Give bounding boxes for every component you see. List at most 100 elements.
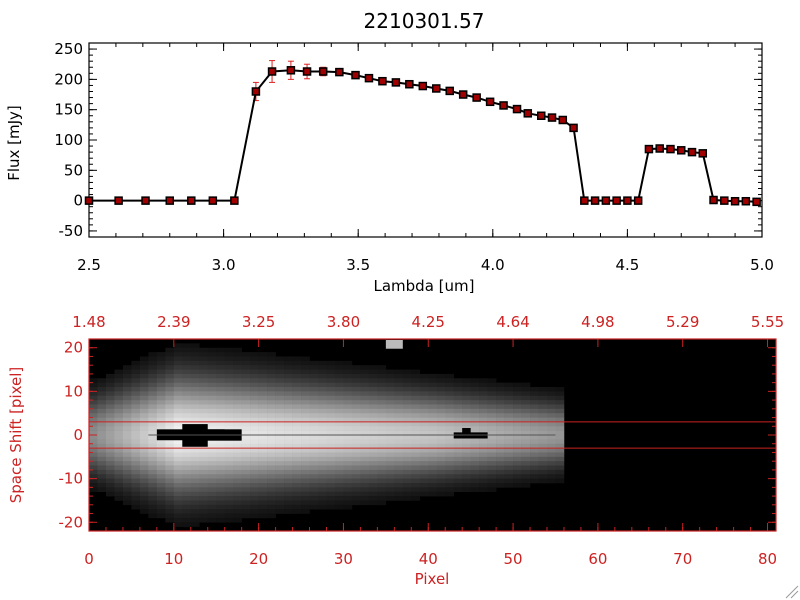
- image-pixel: [385, 478, 395, 484]
- image-pixel: [258, 483, 268, 488]
- image-pixel: [547, 417, 556, 423]
- image-pixel: [394, 391, 404, 397]
- image-pixel: [216, 378, 225, 383]
- image-pixel: [385, 461, 395, 466]
- image-pixel: [411, 378, 421, 383]
- image-pixel: [139, 395, 149, 401]
- image-pixel: [267, 465, 276, 471]
- image-pixel: [538, 456, 548, 462]
- image-pixel: [318, 491, 327, 497]
- image-pixel: [479, 382, 488, 388]
- image-pixel: [207, 478, 217, 484]
- image-pixel: [513, 448, 522, 453]
- image-pixel: [496, 439, 505, 445]
- image-pixel: [470, 456, 480, 462]
- wavelength-tick-label: 2.39: [157, 313, 190, 331]
- chart-title: 2210301.57: [364, 9, 485, 33]
- image-pixel: [122, 421, 132, 427]
- image-pixel: [394, 487, 404, 493]
- image-pixel: [445, 387, 454, 392]
- image-pixel: [216, 443, 225, 449]
- image-pixel: [224, 373, 234, 379]
- image-pixel: [521, 395, 531, 401]
- image-pixel: [428, 395, 438, 401]
- image-pixel: [513, 443, 522, 449]
- image-pixel: [216, 391, 225, 397]
- image-pixel: [139, 400, 149, 405]
- image-pixel: [216, 461, 225, 466]
- image-pixel: [224, 369, 234, 375]
- image-pixel: [122, 387, 132, 392]
- image-pixel: [309, 387, 319, 392]
- image-pixel: [275, 413, 285, 418]
- pixel-tick-label: 0: [84, 550, 94, 568]
- image-pixel: [496, 417, 505, 423]
- image-pixel: [267, 356, 276, 362]
- image-pixel: [173, 461, 183, 466]
- image-pixel: [156, 448, 166, 453]
- image-pixel: [148, 360, 158, 366]
- image-pixel: [547, 408, 556, 414]
- image-pixel: [258, 491, 268, 497]
- image-pixel: [428, 439, 438, 445]
- image-pixel: [224, 400, 234, 405]
- image-pixel: [538, 400, 548, 405]
- image-pixel: [182, 382, 192, 388]
- resize-grip-icon[interactable]: [785, 585, 799, 599]
- image-pixel: [445, 408, 454, 414]
- data-point: [741, 196, 751, 206]
- image-pixel: [538, 435, 548, 440]
- image-pixel: [470, 404, 480, 410]
- image-pixel: [351, 387, 361, 392]
- image-pixel: [462, 421, 471, 427]
- image-pixel: [428, 443, 438, 449]
- image-pixel: [547, 413, 556, 418]
- image-pixel: [173, 369, 183, 375]
- image-pixel: [530, 448, 539, 453]
- image-pixel: [267, 365, 276, 370]
- image-pixel: [284, 487, 293, 493]
- image-pixel: [351, 395, 361, 401]
- image-pixel: [190, 513, 200, 519]
- image-pixel: [122, 382, 132, 388]
- image-pixel: [182, 496, 192, 501]
- image-pixel: [360, 465, 370, 471]
- image-pixel: [555, 421, 565, 427]
- image-pixel: [351, 461, 361, 466]
- image-pixel: [216, 500, 225, 506]
- image-pixel: [216, 465, 225, 471]
- image-pixel: [165, 452, 175, 458]
- image-pixel: [233, 456, 242, 462]
- image-pixel: [182, 391, 192, 397]
- image-pixel: [419, 400, 429, 405]
- image-pixel: [385, 439, 395, 445]
- image-pixel: [385, 443, 395, 449]
- image-pixel: [419, 421, 429, 427]
- image-pixel: [385, 452, 395, 458]
- image-pixel: [233, 360, 242, 366]
- image-pixel: [139, 369, 149, 375]
- image-pixel: [419, 469, 429, 475]
- image-pixel: [301, 474, 310, 479]
- image-pixel: [462, 382, 471, 388]
- image-pixel: [284, 408, 293, 414]
- image-pixel: [385, 426, 395, 431]
- image-pixel: [105, 448, 115, 453]
- data-point: [267, 67, 277, 76]
- image-pixel: [360, 443, 370, 449]
- image-pixel: [131, 435, 141, 440]
- image-pixel: [360, 430, 370, 436]
- image-pixel: [148, 369, 158, 375]
- image-pixel: [343, 474, 353, 479]
- image-pixel: [267, 373, 276, 379]
- image-pixel: [394, 404, 404, 410]
- image-pixel: [122, 413, 132, 418]
- image-pixel: [292, 478, 302, 484]
- image-pixel: [318, 448, 327, 453]
- image-pixel: [199, 483, 209, 488]
- image-pixel: [334, 491, 344, 497]
- image-pixel: [394, 469, 404, 475]
- image-pixel: [343, 395, 353, 401]
- image-pixel: [258, 395, 268, 401]
- image-pixel: [114, 487, 124, 493]
